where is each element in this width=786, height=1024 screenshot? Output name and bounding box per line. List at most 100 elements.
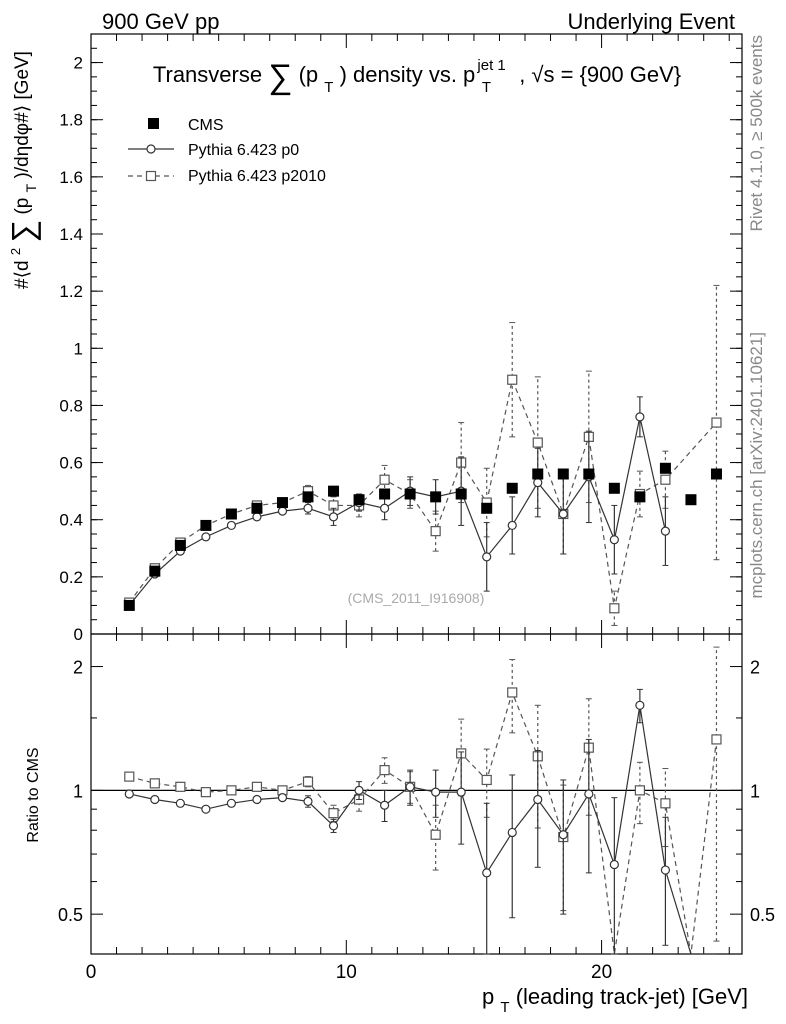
- cms-point: [659, 462, 671, 474]
- p2010-line: [128, 377, 717, 609]
- p0-point: [660, 526, 671, 536]
- p0-point: [252, 794, 262, 805]
- legend-cms-marker: [148, 118, 159, 129]
- p2010-point: [226, 785, 237, 796]
- p0-point: [558, 509, 568, 519]
- p0-point: [277, 793, 288, 803]
- main-y-tick-label: 1.2: [59, 282, 83, 301]
- p2010-point: [660, 474, 671, 485]
- p2010-point: [507, 374, 518, 385]
- legend-p2010-marker: [145, 170, 157, 182]
- main-y-tick-label: 2: [74, 54, 83, 73]
- p0-point: [379, 800, 390, 810]
- p0-point: [507, 827, 517, 838]
- cms-point: [634, 491, 646, 503]
- main-y-tick-label: 1.4: [59, 225, 83, 244]
- rivet-label: Rivet 4.1.0, ≥ 500k events: [747, 35, 766, 231]
- p2010-point: [532, 437, 543, 448]
- main-series-layer: [123, 284, 722, 626]
- cms-point: [302, 491, 314, 503]
- main-y-tick-label: 1.6: [59, 168, 83, 187]
- cms-point: [251, 502, 263, 514]
- p0-point: [609, 535, 619, 545]
- cms-point: [276, 497, 288, 509]
- p0-point: [609, 859, 619, 870]
- main-y-tick-label: 0.6: [59, 454, 83, 473]
- p0-point: [328, 821, 339, 831]
- p2010-point: [302, 776, 314, 787]
- cms-point: [200, 519, 212, 531]
- cms-point: [481, 502, 493, 514]
- p2010-line: [129, 690, 718, 955]
- main-y-tick-label: 0.2: [59, 568, 83, 587]
- p2010-point: [711, 734, 722, 745]
- p0-point: [124, 789, 134, 799]
- ratio-y-tick-label: 0.5: [58, 905, 83, 925]
- legend-p0-marker: [146, 144, 156, 154]
- cms-point: [608, 482, 620, 494]
- p2010-point: [430, 829, 441, 840]
- cms-point: [353, 494, 365, 506]
- p2010-point: [430, 526, 441, 537]
- p0-point: [303, 796, 313, 807]
- p0-point: [175, 798, 185, 808]
- p0-point: [379, 503, 390, 513]
- x-tick-label: 10: [336, 962, 357, 983]
- p0-point: [660, 865, 671, 875]
- p2010-point: [609, 603, 620, 614]
- cms-point: [174, 539, 186, 551]
- p0-point: [635, 412, 645, 422]
- p0-point: [201, 532, 211, 542]
- ratio-y-tick-label-right: 1: [750, 781, 760, 801]
- header-left: 900 GeV pp: [102, 9, 219, 34]
- header-right: Underlying Event: [567, 9, 735, 34]
- main-y-tick-label: 1.8: [59, 111, 83, 130]
- p2010-point: [149, 778, 160, 789]
- analysis-watermark: (CMS_2011_I916908): [348, 590, 485, 606]
- p0-point: [482, 868, 492, 878]
- cms-point: [455, 488, 467, 500]
- p0-point: [635, 700, 645, 710]
- mcplots-label: mcplots.cern.ch [arXiv:2401.10621]: [747, 332, 766, 598]
- cms-point: [430, 491, 442, 503]
- p0-point: [150, 794, 160, 805]
- cms-point: [328, 485, 340, 497]
- p0-point: [226, 520, 237, 531]
- p0-point: [482, 552, 492, 562]
- p0-line: [129, 705, 717, 955]
- cms-point: [557, 468, 569, 480]
- cms-point: [404, 488, 416, 500]
- legend-cms-label: CMS: [188, 117, 224, 134]
- p2010-point: [481, 774, 492, 786]
- p0-point: [533, 477, 543, 488]
- ratio-ylabel: Ratio to CMS: [25, 747, 42, 842]
- cms-point: [225, 508, 237, 520]
- p2010-point: [175, 781, 186, 792]
- ratio-y-tick-label: 1: [73, 781, 83, 801]
- main-y-tick-label: 0.4: [59, 511, 83, 530]
- cms-point: [123, 599, 135, 611]
- p0-point: [456, 787, 466, 797]
- legend-p0-label: Pythia 6.423 p0: [188, 142, 299, 159]
- x-axis-label: p T (leading track-jet) [GeV]: [482, 984, 748, 1017]
- p0-line: [128, 416, 666, 606]
- ratio-series-layer: [124, 646, 722, 955]
- p0-point: [303, 503, 313, 513]
- cms-point: [710, 468, 722, 480]
- x-tick-label: 20: [591, 962, 612, 983]
- cms-point: [379, 488, 391, 500]
- p2010-point: [379, 765, 390, 776]
- p0-point: [533, 794, 543, 805]
- cms-point: [583, 468, 595, 480]
- cms-point: [532, 468, 544, 480]
- main-y-tick-label: 0: [74, 625, 83, 644]
- p2010-point: [328, 808, 339, 819]
- ratio-y-tick-label-right: 2: [750, 658, 760, 678]
- main-title: Transverse ∑ (p T ) density vs. p jet 1 …: [153, 50, 681, 97]
- cms-point: [506, 482, 518, 494]
- p2010-point: [124, 771, 135, 782]
- ratio-y-tick-label: 2: [73, 658, 83, 678]
- p0-point: [558, 830, 568, 840]
- ratio-panel-frame: [90, 633, 743, 955]
